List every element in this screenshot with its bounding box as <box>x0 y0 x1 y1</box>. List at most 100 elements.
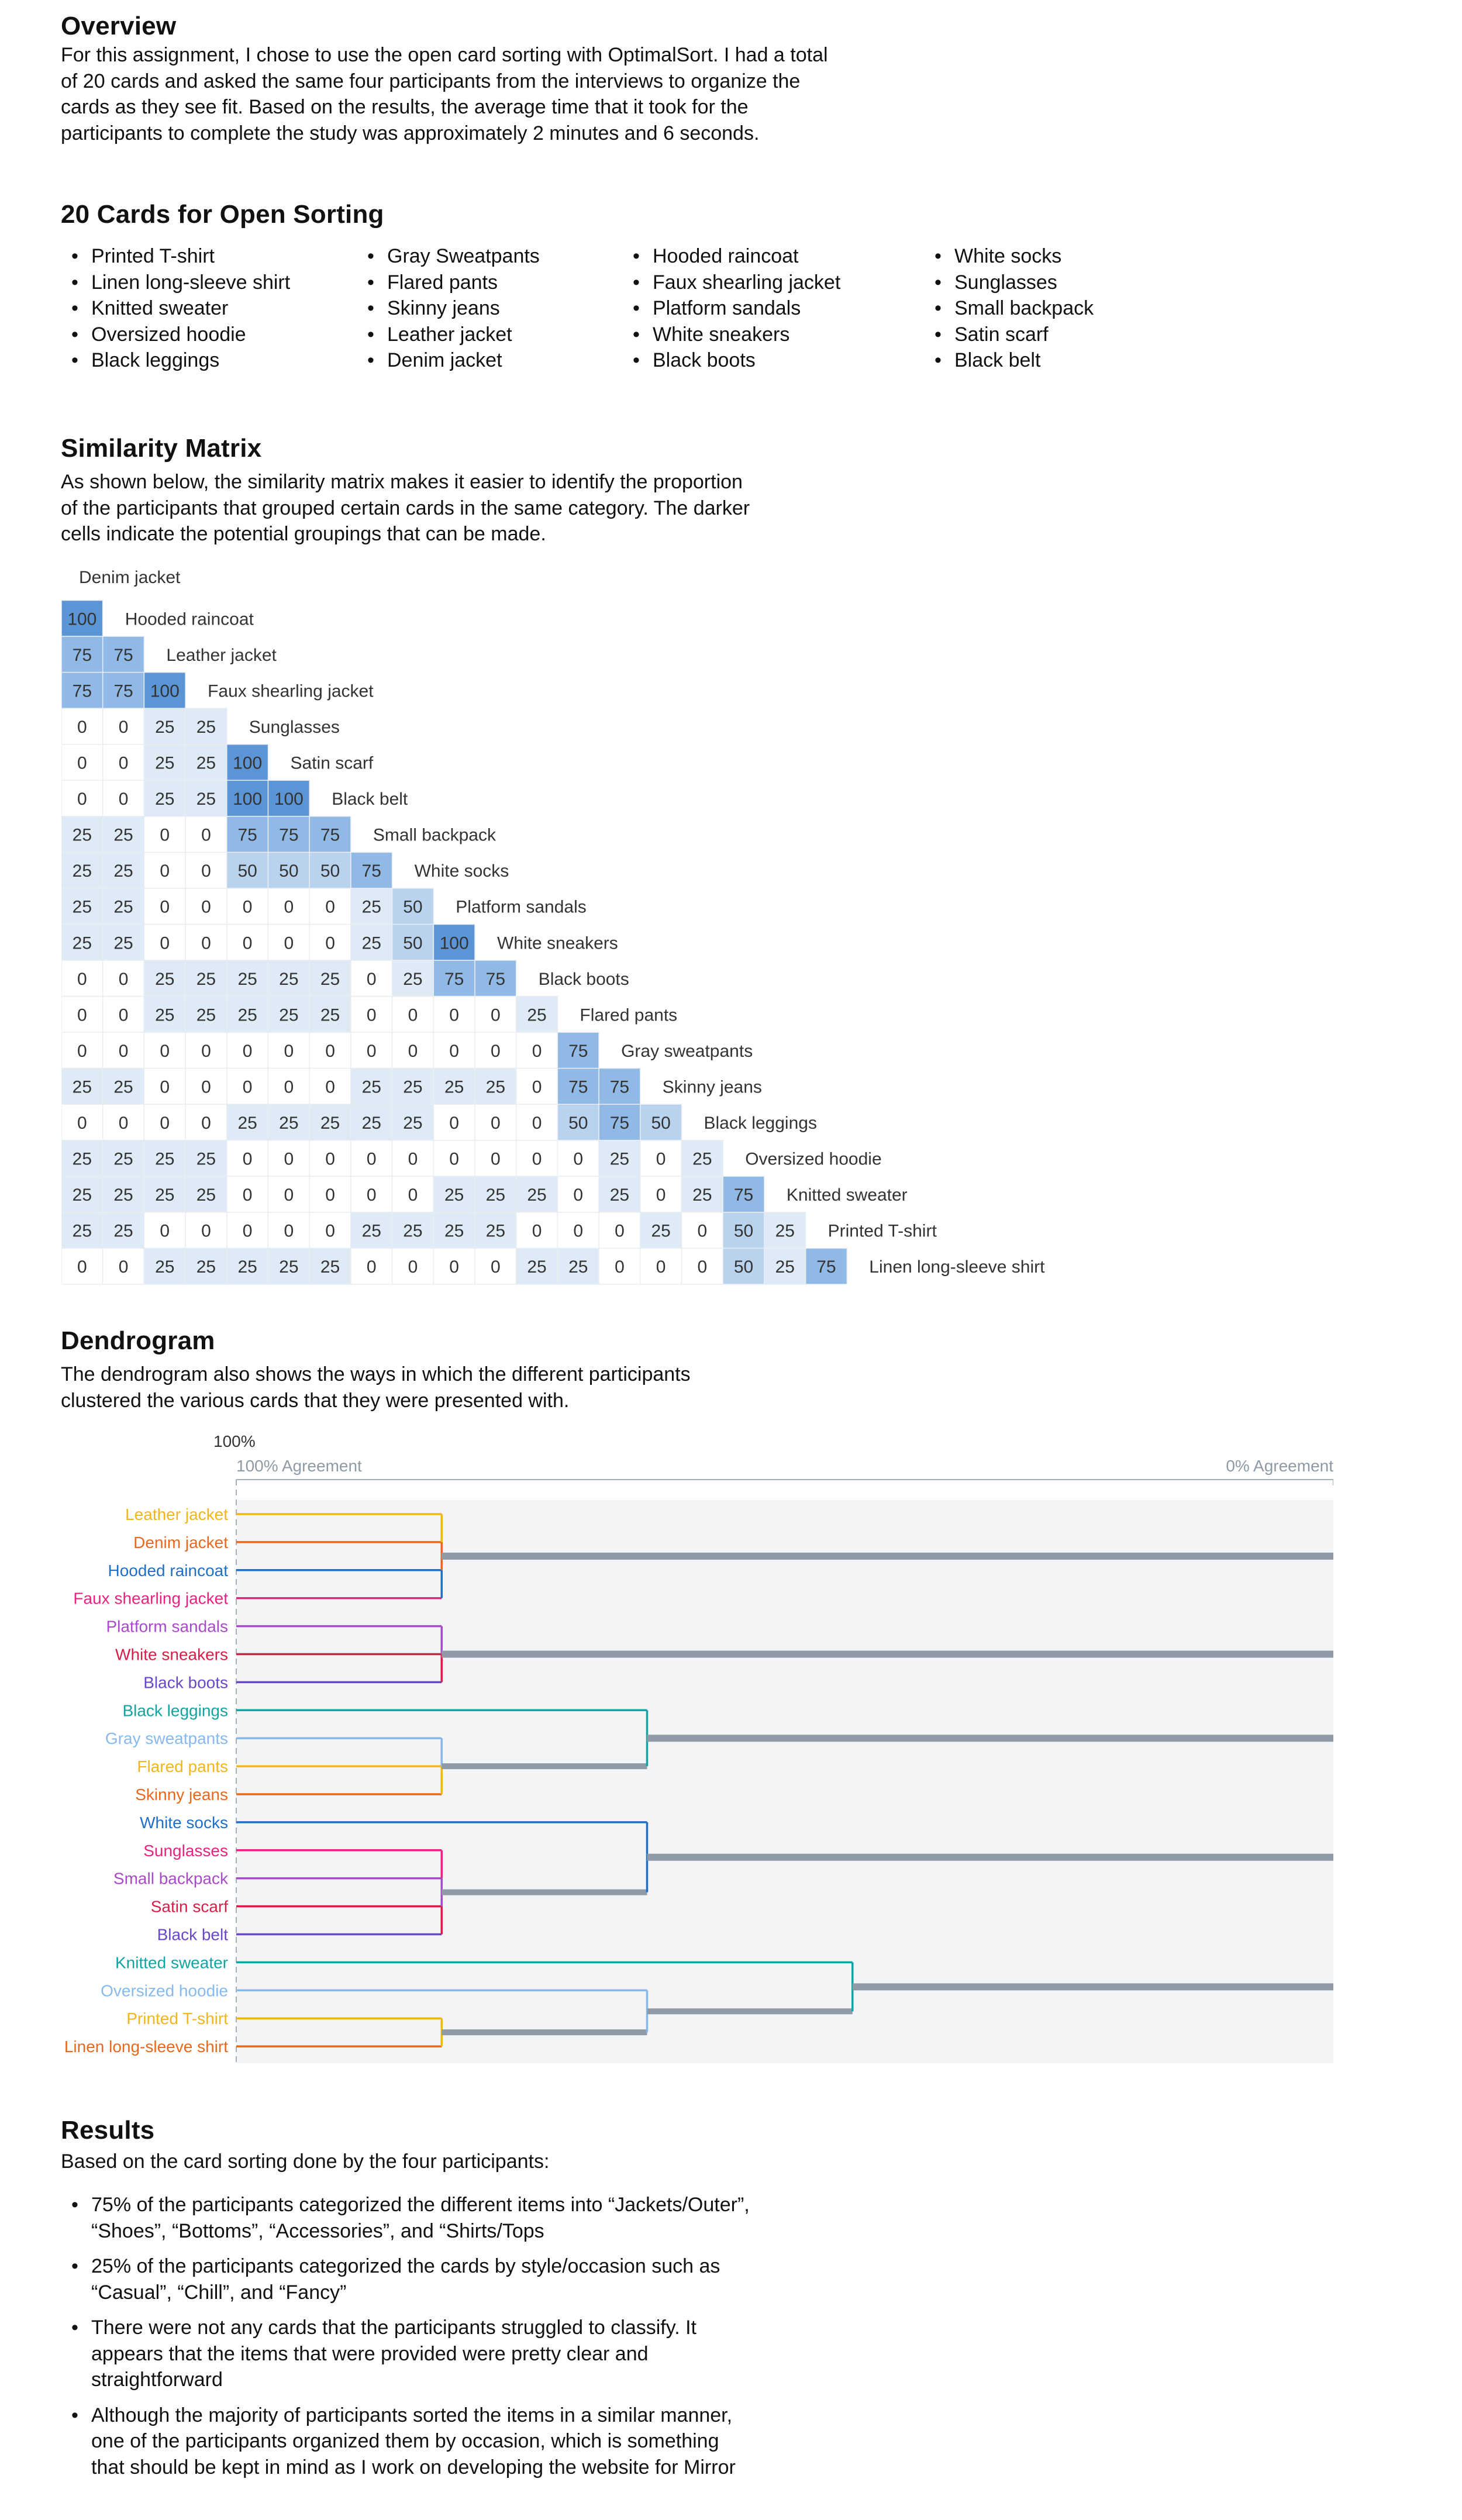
matrix-cell-value: 0 <box>573 1185 583 1205</box>
matrix-cell <box>267 816 310 853</box>
matrix-cell-value: 75 <box>568 1042 588 1061</box>
matrix-cell <box>515 1247 558 1285</box>
matrix-cell <box>474 960 517 997</box>
leaf-label: Sunglasses <box>143 1842 228 1860</box>
matrix-cell <box>722 1175 765 1213</box>
matrix-cell-value: 0 <box>449 1257 459 1277</box>
matrix-cell-value: 25 <box>362 898 381 917</box>
matrix-cell <box>226 1247 269 1285</box>
matrix-cell-value: 25 <box>527 1257 546 1277</box>
matrix-item-label: Flared pants <box>580 1005 677 1025</box>
matrix-cell-value: 50 <box>734 1257 753 1277</box>
leaf-label: Black leggings <box>122 1701 228 1719</box>
matrix-cell-value: 0 <box>160 826 170 845</box>
matrix-cell <box>598 1175 641 1213</box>
matrix-item-label: Knitted sweater <box>787 1185 908 1205</box>
matrix-cell-value: 75 <box>320 826 340 845</box>
matrix-item-label: Faux shearling jacket <box>208 681 374 701</box>
matrix-cell-value: 0 <box>408 1185 418 1205</box>
matrix-cell-value: 0 <box>325 933 335 953</box>
matrix-cell <box>350 852 393 889</box>
matrix-cell-value: 25 <box>320 970 340 989</box>
matrix-cell-value: 25 <box>155 1150 174 1169</box>
results-line: one of the participants organized them b… <box>91 2430 719 2452</box>
matrix-item-label: Gray sweatpants <box>621 1042 753 1061</box>
leaf-label: Printed T-shirt <box>126 2009 228 2028</box>
matrix-cell-value: 75 <box>816 1257 836 1277</box>
matrix-cell-value: 25 <box>320 1114 340 1133</box>
leaf-label: Flared pants <box>137 1757 228 1776</box>
matrix-cell-value: 0 <box>160 1222 170 1241</box>
similarity-line: cells indicate the potential groupings t… <box>61 523 546 545</box>
matrix-cell-value: 25 <box>155 790 174 809</box>
matrix-cell-value: 75 <box>610 1114 629 1133</box>
matrix-cell <box>226 1104 269 1141</box>
card-item: Printed T-shirt <box>61 243 290 270</box>
matrix-item-label: Black belt <box>332 790 408 809</box>
matrix-cell <box>557 1212 599 1249</box>
matrix-cell <box>309 852 351 889</box>
matrix-cell-value: 25 <box>444 1077 464 1097</box>
matrix-cell-value: 25 <box>692 1150 712 1169</box>
matrix-cell <box>598 1212 641 1249</box>
matrix-cell <box>391 1067 435 1105</box>
overview-paragraph: For this assignment, I chose to use the … <box>61 42 828 146</box>
similarity-paragraph: As shown below, the similarity matrix ma… <box>61 469 750 547</box>
matrix-cell-value: 0 <box>201 861 211 881</box>
matrix-item-label: Platform sandals <box>456 898 586 917</box>
matrix-item-label: Small backpack <box>373 826 496 845</box>
matrix-cell-value: 0 <box>491 1150 501 1169</box>
matrix-cell <box>433 995 475 1033</box>
matrix-cell-value: 25 <box>486 1077 505 1097</box>
matrix-cell <box>433 1175 475 1213</box>
matrix-cell-value: 75 <box>237 826 257 845</box>
matrix-cell-value: 25 <box>610 1185 629 1205</box>
matrix-cell <box>185 888 227 925</box>
matrix-cell-value: 0 <box>160 1114 170 1133</box>
matrix-cell <box>102 1140 145 1177</box>
matrix-cell-value: 75 <box>734 1185 753 1205</box>
matrix-cell-value: 0 <box>77 754 87 773</box>
matrix-cell-value: 25 <box>113 1185 133 1205</box>
matrix-cell <box>102 816 145 853</box>
matrix-cell <box>474 1212 517 1249</box>
matrix-cell-value: 0 <box>573 1222 583 1241</box>
matrix-cell <box>433 1140 475 1177</box>
results-line: There were not any cards that the partic… <box>91 2316 696 2339</box>
matrix-cell <box>681 1175 723 1213</box>
leaf-label: Black boots <box>143 1673 228 1691</box>
card-item: Black boots <box>622 347 840 374</box>
leaf-label: Denim jacket <box>133 1533 228 1552</box>
matrix-cell-value: 75 <box>73 646 92 665</box>
matrix-cell <box>309 888 351 925</box>
matrix-cell-value: 50 <box>237 861 257 881</box>
matrix-cell <box>391 1140 435 1177</box>
matrix-cell-value: 0 <box>284 898 294 917</box>
agreement-top-label: 100% <box>213 1432 256 1450</box>
matrix-cell-value: 75 <box>568 1077 588 1097</box>
cards-column-2: Gray Sweatpants Flared pants Skinny jean… <box>357 243 540 374</box>
matrix-cell <box>102 852 145 889</box>
matrix-cell-value: 25 <box>73 1185 92 1205</box>
results-bullet: 25% of the participants categorized the … <box>61 2253 833 2305</box>
matrix-cell <box>309 1247 351 1285</box>
leaf-label: Black belt <box>157 1926 229 1944</box>
leaf-label: Gray sweatpants <box>105 1729 228 1747</box>
results-line: “Shoes”, “Bottoms”, “Accessories”, and “… <box>91 2219 544 2242</box>
matrix-cell <box>226 888 269 925</box>
overview-line: cards as they see fit. Based on the resu… <box>61 96 749 118</box>
matrix-cell-value: 100 <box>150 681 180 701</box>
results-bullet: There were not any cards that the partic… <box>61 2315 833 2393</box>
dendrogram-line: The dendrogram also shows the ways in wh… <box>61 1363 691 1385</box>
matrix-cell-value: 0 <box>160 898 170 917</box>
matrix-cell-value: 25 <box>279 970 298 989</box>
matrix-cell-value: 50 <box>651 1114 670 1133</box>
similarity-line: As shown below, the similarity matrix ma… <box>61 471 743 493</box>
matrix-cell <box>143 1067 186 1105</box>
matrix-cell-value: 25 <box>113 933 133 953</box>
card-item: Black belt <box>924 347 1094 374</box>
matrix-cell-value: 0 <box>119 790 129 809</box>
matrix-cell-value: 0 <box>160 933 170 953</box>
matrix-cell <box>226 1212 269 1249</box>
matrix-cell <box>185 852 227 889</box>
